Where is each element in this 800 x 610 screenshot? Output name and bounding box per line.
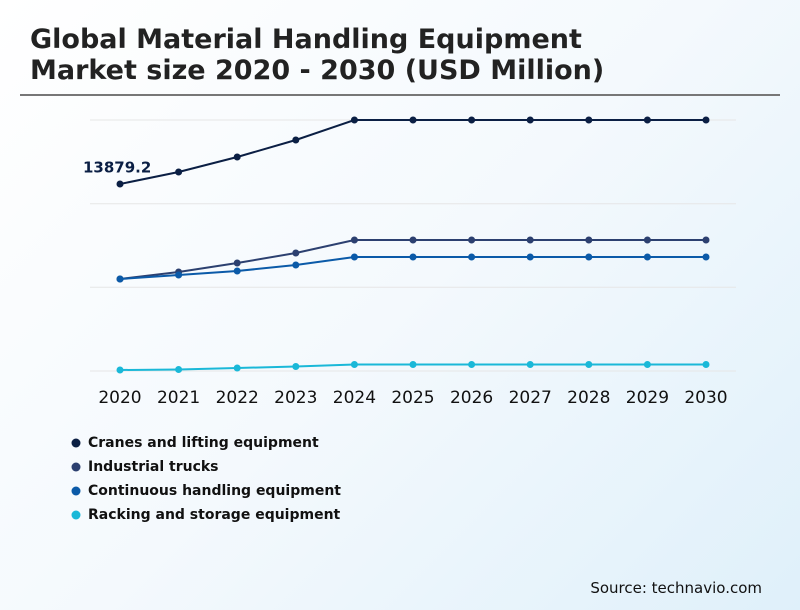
data-point [350, 253, 358, 261]
data-point [643, 116, 651, 124]
legend-label: Cranes and lifting equipment [88, 435, 319, 451]
x-tick-label: 2028 [567, 388, 610, 408]
data-point [292, 261, 300, 269]
legend-marker [71, 486, 81, 496]
x-tick-label: 2021 [157, 388, 200, 408]
title-rule [20, 94, 780, 96]
data-point [233, 267, 241, 275]
data-point [233, 153, 241, 161]
data-point [116, 275, 124, 283]
data-point [409, 116, 417, 124]
data-point [526, 116, 534, 124]
data-point [175, 366, 183, 374]
data-point [175, 168, 183, 176]
data-point [468, 236, 476, 244]
data-point [468, 253, 476, 261]
x-tick-label: 2030 [684, 388, 727, 408]
data-point [702, 236, 710, 244]
data-point [350, 236, 358, 244]
x-tick-label: 2020 [98, 388, 141, 408]
data-point [292, 136, 300, 144]
data-point [585, 116, 593, 124]
data-point [643, 253, 651, 261]
source: Source: technavio.com [590, 579, 762, 597]
data-point [292, 363, 300, 371]
legend-label: Racking and storage equipment [88, 507, 341, 523]
data-point [585, 236, 593, 244]
data-point [350, 116, 358, 124]
legend-marker [71, 510, 81, 520]
data-point [468, 361, 476, 369]
chart-title: Global Material Handling Equipment Marke… [30, 24, 605, 86]
x-tick-label: 2023 [274, 388, 317, 408]
data-point [233, 364, 241, 372]
data-point [702, 116, 710, 124]
legend-label: Industrial trucks [88, 459, 219, 475]
data-point [526, 236, 534, 244]
data-point [702, 361, 710, 369]
legend-marker [71, 438, 81, 448]
legend-label: Continuous handling equipment [88, 483, 341, 499]
data-point [409, 253, 417, 261]
x-tick-label: 2026 [450, 388, 493, 408]
data-point [233, 259, 241, 267]
data-point [526, 253, 534, 261]
x-tick-label: 2027 [509, 388, 552, 408]
data-point [585, 253, 593, 261]
data-point [409, 236, 417, 244]
series-line [119, 119, 706, 185]
x-tick-label: 2025 [391, 388, 434, 408]
data-point [643, 236, 651, 244]
data-point [175, 271, 183, 279]
data-point [292, 249, 300, 257]
data-point [116, 366, 124, 374]
data-point [350, 361, 358, 369]
data-label: 13879.2 [83, 159, 151, 177]
x-tick-label: 2029 [626, 388, 669, 408]
legend-marker [71, 462, 81, 472]
data-point [585, 361, 593, 369]
data-point [116, 180, 124, 188]
data-point [702, 253, 710, 261]
data-point [526, 361, 534, 369]
x-tick-label: 2024 [333, 388, 376, 408]
data-point [409, 361, 417, 369]
data-point [643, 361, 651, 369]
x-tick-label: 2022 [216, 388, 259, 408]
data-point [468, 116, 476, 124]
